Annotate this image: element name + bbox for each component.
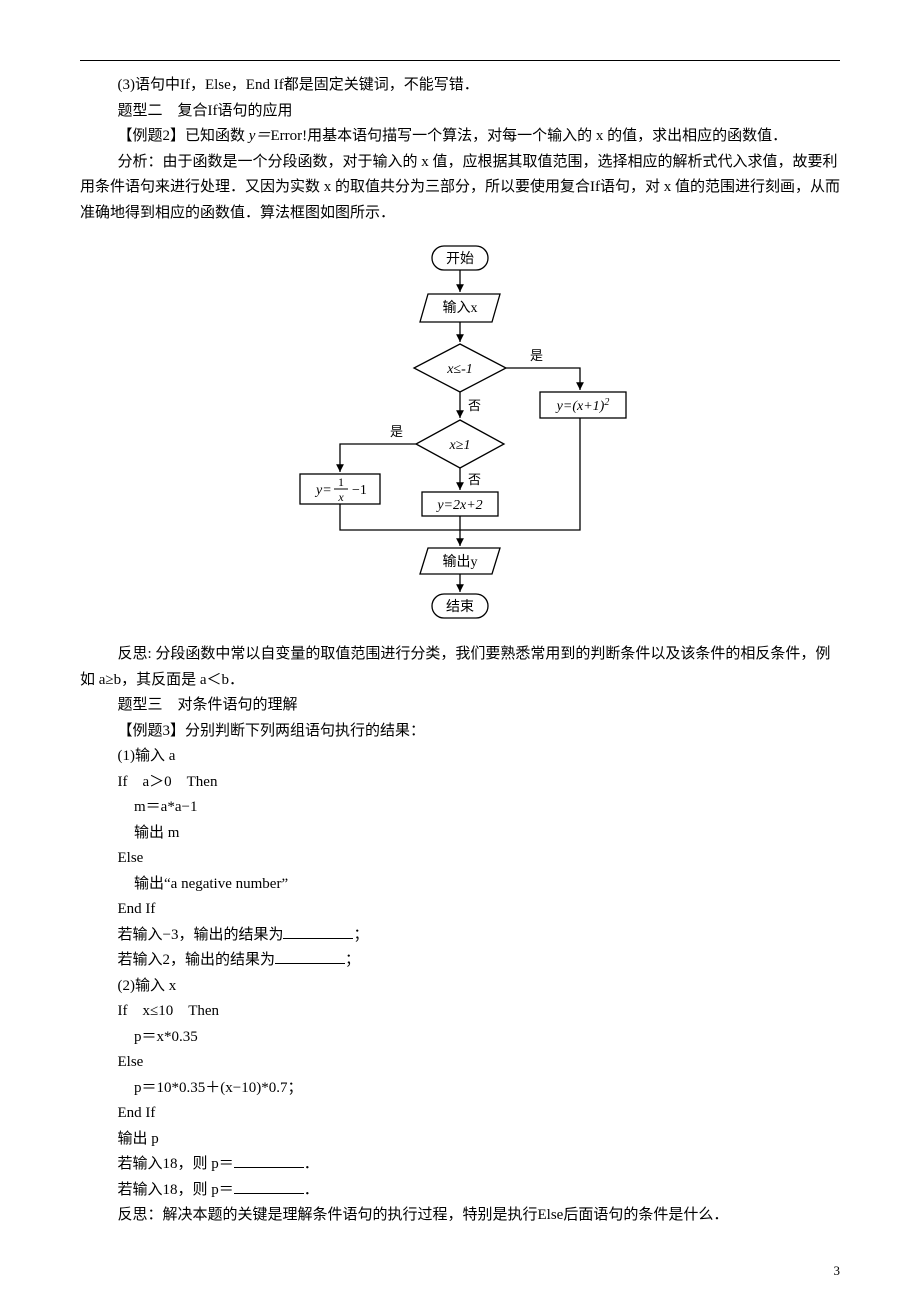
svg-text:x: x bbox=[337, 490, 344, 504]
p1-1: (1)输入 a bbox=[80, 744, 840, 770]
svg-text:y=: y= bbox=[314, 483, 332, 498]
top-rule bbox=[80, 60, 840, 61]
heading-type2: 题型二 复合If语句的应用 bbox=[80, 99, 840, 125]
p1-9: 若输入2，输出的结果为 ； bbox=[80, 948, 840, 974]
svg-text:1: 1 bbox=[338, 475, 344, 489]
node-d2: x≥1 bbox=[416, 420, 504, 468]
example3: 【例题3】分别判断下列两组语句执行的结果： bbox=[80, 719, 840, 745]
blank4 bbox=[234, 1178, 304, 1194]
inx-label: 输入x bbox=[443, 300, 478, 316]
node-right: y=(x+1)2 bbox=[540, 392, 626, 418]
p1-8: 若输入−3，输出的结果为 ； bbox=[80, 923, 840, 949]
analysis: 分析：由于函数是一个分段函数，对于输入的 x 值，应根据其取值范围，选择相应的解… bbox=[80, 150, 840, 227]
node-input-x: 输入x bbox=[420, 294, 500, 322]
p2-3: p＝x*0.35 bbox=[80, 1025, 840, 1051]
p1-8b: ； bbox=[353, 927, 368, 943]
ex2-a: 【例题2】已知函数 bbox=[118, 128, 249, 144]
p2-8a: 若输入18，则 p＝ bbox=[118, 1156, 234, 1172]
p2-2: If x≤10 Then bbox=[80, 999, 840, 1025]
d1-label: x≤-1 bbox=[446, 362, 473, 377]
p1-2: If a＞0 Then bbox=[80, 770, 840, 796]
blank3 bbox=[234, 1152, 304, 1168]
p2-7: 输出 p bbox=[80, 1127, 840, 1153]
node-end: 结束 bbox=[432, 594, 488, 618]
node-output-y: 输出y bbox=[420, 548, 500, 574]
node-d1: x≤-1 bbox=[414, 344, 506, 392]
p2-6: End If bbox=[80, 1101, 840, 1127]
page: (3)语句中If，Else，End If都是固定关键词，不能写错． 题型二 复合… bbox=[0, 0, 920, 1302]
mid-label: y=2x+2 bbox=[435, 498, 482, 513]
ex2-d: 用基本语句描写一个算法，对每一个输入的 x 的值，求出相应的函数值． bbox=[307, 128, 787, 144]
p1-8a: 若输入−3，输出的结果为 bbox=[118, 927, 284, 943]
d1-no: 否 bbox=[468, 398, 481, 413]
ex2-c: Error! bbox=[270, 128, 307, 144]
d1-yes: 是 bbox=[530, 348, 543, 363]
p1-9b: ； bbox=[345, 952, 360, 968]
p2-9: 若输入18，则 p＝ ． bbox=[80, 1178, 840, 1204]
node-left: y= 1 x −1 bbox=[300, 474, 380, 504]
p2-1: (2)输入 x bbox=[80, 974, 840, 1000]
blank1 bbox=[283, 923, 353, 939]
example2: 【例题2】已知函数 y＝Error!用基本语句描写一个算法，对每一个输入的 x … bbox=[80, 124, 840, 150]
node-mid: y=2x+2 bbox=[422, 492, 498, 516]
p1-7: End If bbox=[80, 897, 840, 923]
d2-yes: 是 bbox=[390, 424, 403, 439]
reflect2: 反思：解决本题的关键是理解条件语句的执行过程，特别是执行Else后面语句的条件是… bbox=[80, 1203, 840, 1229]
end-label: 结束 bbox=[446, 599, 474, 615]
ex2-b: y＝ bbox=[249, 128, 271, 144]
outy-label: 输出y bbox=[443, 554, 478, 570]
flowchart: 开始 输入x x≤-1 是 否 y=(x+1)2 x≥1 bbox=[260, 234, 660, 634]
p1-3: m＝a*a−1 bbox=[80, 795, 840, 821]
p1-9a: 若输入2，输出的结果为 bbox=[118, 952, 276, 968]
d2-label: x≥1 bbox=[449, 438, 471, 453]
page-number: 3 bbox=[834, 1260, 841, 1282]
p1-4: 输出 m bbox=[80, 821, 840, 847]
start-label: 开始 bbox=[446, 251, 474, 267]
line-keywords: (3)语句中If，Else，End If都是固定关键词，不能写错． bbox=[80, 73, 840, 99]
p2-9b: ． bbox=[304, 1182, 319, 1198]
node-start: 开始 bbox=[432, 246, 488, 270]
svg-text:−1: −1 bbox=[352, 483, 367, 498]
heading-type3: 题型三 对条件语句的理解 bbox=[80, 693, 840, 719]
p2-8b: ． bbox=[304, 1156, 319, 1172]
p1-6: 输出“a negative number” bbox=[80, 872, 840, 898]
p2-8: 若输入18，则 p＝ ． bbox=[80, 1152, 840, 1178]
svg-text:y=(x+1)2: y=(x+1)2 bbox=[555, 397, 610, 414]
p2-9a: 若输入18，则 p＝ bbox=[118, 1182, 234, 1198]
reflect1: 反思: 分段函数中常以自变量的取值范围进行分类，我们要熟悉常用到的判断条件以及该… bbox=[80, 642, 840, 693]
blank2 bbox=[275, 948, 345, 964]
p2-4: Else bbox=[80, 1050, 840, 1076]
p2-5: p＝10*0.35＋(x−10)*0.7； bbox=[80, 1076, 840, 1102]
d2-no: 否 bbox=[468, 472, 481, 487]
p1-5: Else bbox=[80, 846, 840, 872]
